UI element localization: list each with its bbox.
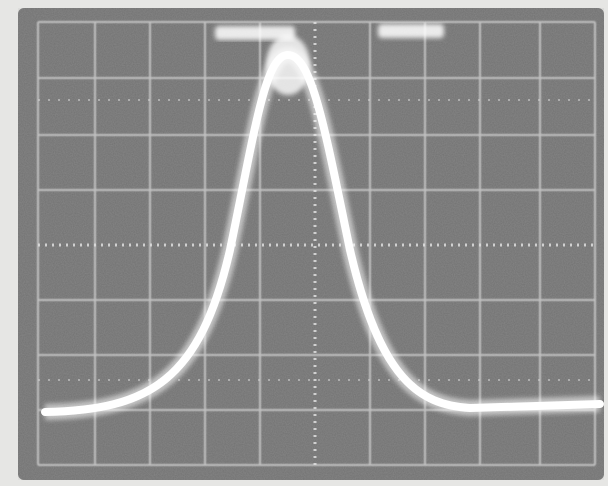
trace-peak-bloom [266, 35, 310, 95]
readout-blurs [215, 24, 444, 40]
center-axes [38, 22, 595, 465]
